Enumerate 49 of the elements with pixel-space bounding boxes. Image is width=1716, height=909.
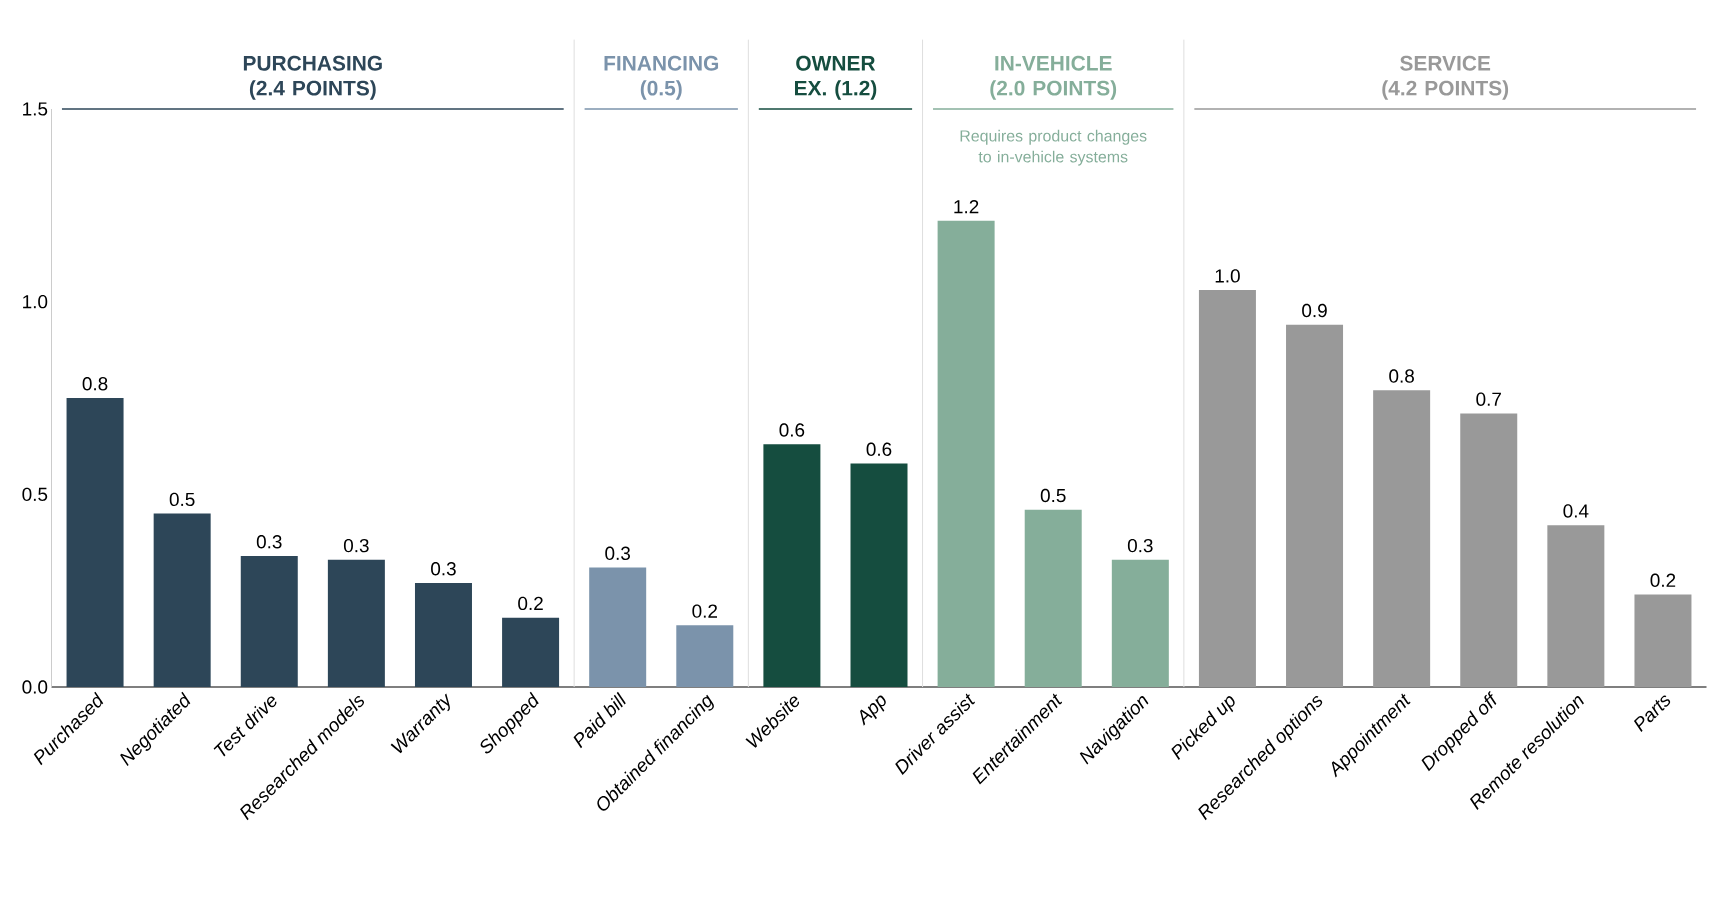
- data-label: 0.5: [1040, 488, 1066, 503]
- text: FINANCING (0.5): [604, 55, 719, 100]
- bar: [1634, 594, 1692, 687]
- y-tick-label: 1.5: [23, 102, 48, 116]
- bar: [414, 582, 472, 687]
- data-label: 0.2: [692, 604, 717, 618]
- data-label: 0.6: [779, 423, 805, 437]
- bar: [1111, 559, 1169, 687]
- data-label: 0.6: [866, 442, 892, 456]
- x-tick-label: App: [860, 695, 886, 726]
- data-label: 0.2: [1650, 573, 1676, 587]
- bar: [502, 617, 560, 687]
- y-tick-label: 0.5: [22, 487, 48, 502]
- annotation: Requires product changes to in-vehicle systems: [960, 129, 1147, 166]
- bar: [240, 555, 298, 687]
- bar: [1547, 525, 1605, 687]
- bar: [676, 625, 734, 687]
- text: OWNER EX. (1.2): [795, 55, 877, 100]
- y-tick-label: 0.0: [22, 680, 48, 694]
- data-label: 1.0: [1215, 269, 1240, 283]
- bar: [850, 463, 908, 687]
- bar: [1286, 324, 1344, 687]
- bar: [153, 513, 211, 687]
- data-label: 0.2: [518, 596, 543, 611]
- bar: [1460, 413, 1518, 687]
- data-label: 0.3: [256, 535, 282, 549]
- bar: [937, 220, 995, 687]
- y-tick-label: 1.0: [23, 294, 48, 309]
- data-label: 0.8: [1389, 369, 1414, 383]
- bar: [66, 398, 124, 687]
- text: PURCHASING (2.4 POINTS): [243, 55, 382, 100]
- data-label: 0.9: [1302, 303, 1327, 318]
- bar: [1024, 509, 1082, 687]
- text: IN-VEHICLE (2.0 POINTS): [990, 55, 1117, 100]
- bar: [1198, 290, 1256, 687]
- data-label: 0.3: [343, 538, 369, 553]
- data-label: 0.8: [82, 377, 108, 391]
- bar: [763, 444, 821, 687]
- bar: [1373, 390, 1431, 687]
- data-label: 0.3: [605, 546, 631, 561]
- data-label: 0.7: [1476, 392, 1501, 406]
- data-label: 0.4: [1563, 504, 1589, 518]
- data-label: 0.3: [431, 562, 456, 576]
- text: SERVICE (4.2 POINTS): [1382, 55, 1509, 100]
- data-label: 0.5: [169, 492, 195, 507]
- data-label: 0.3: [1127, 538, 1153, 553]
- bar: [589, 567, 647, 687]
- data-label: 1.2: [954, 200, 979, 214]
- bar: [327, 559, 385, 687]
